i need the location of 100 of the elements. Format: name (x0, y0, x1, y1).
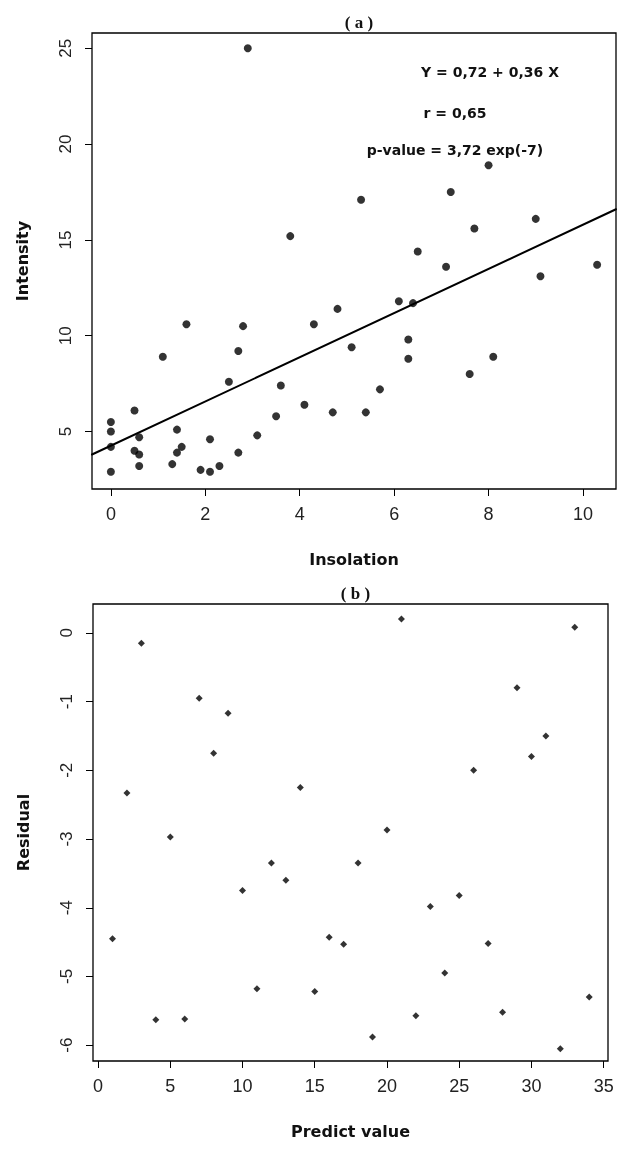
point (135, 450, 144, 459)
y-tick-label: -3 (57, 831, 76, 847)
point (442, 262, 451, 271)
x-tick-label: 0 (105, 504, 116, 524)
point (123, 789, 131, 797)
point (455, 891, 463, 899)
x-tick-label: 4 (294, 504, 305, 524)
point (328, 408, 337, 417)
y-tick-label: -6 (57, 1037, 76, 1053)
x-tick-label: 15 (304, 1076, 325, 1096)
x-tick-label: 0 (93, 1076, 104, 1096)
point (465, 370, 474, 379)
point (135, 462, 144, 471)
point (375, 385, 384, 394)
point (369, 1033, 377, 1041)
point (383, 826, 391, 834)
point (109, 935, 116, 943)
point (215, 462, 224, 471)
point (404, 335, 413, 344)
point (309, 320, 318, 329)
point (404, 354, 413, 363)
x-tick-label: 20 (376, 1076, 397, 1096)
point (206, 435, 215, 444)
point (172, 448, 181, 457)
point (527, 753, 535, 761)
x-tick-label: 10 (232, 1076, 253, 1096)
point (106, 467, 115, 476)
point (593, 260, 602, 269)
chart-title: ( b ) (340, 584, 371, 603)
point (426, 902, 434, 910)
point (536, 272, 545, 281)
y-tick-label: 20 (56, 134, 75, 154)
point (585, 993, 593, 1001)
point (166, 833, 174, 841)
point (234, 448, 243, 457)
point (311, 988, 319, 996)
point (239, 887, 247, 895)
y-tick-label: 10 (56, 326, 75, 346)
x-tick-label: 5 (165, 1076, 176, 1096)
y-tick-label: -2 (57, 762, 76, 778)
y-tick-label: 25 (56, 38, 75, 58)
point (239, 322, 248, 331)
x-tick-label: 8 (483, 504, 494, 524)
point (484, 939, 492, 947)
point (177, 442, 186, 451)
point (253, 985, 261, 993)
point (412, 1012, 420, 1020)
point (470, 766, 478, 774)
point (106, 417, 115, 426)
annotation: Y = 0,72 + 0,36 X (420, 64, 560, 80)
annotation: p-value = 3,72 exp(-7) (366, 142, 544, 158)
point (300, 400, 309, 409)
point (206, 467, 215, 476)
point (354, 859, 362, 867)
point (243, 44, 252, 53)
point (224, 709, 232, 717)
point (542, 732, 550, 740)
point (181, 1015, 189, 1023)
point (282, 876, 290, 884)
y-tick-label: -1 (57, 694, 76, 710)
point (531, 214, 540, 223)
point (325, 933, 333, 941)
point (347, 343, 356, 352)
y-tick-label: -5 (57, 968, 76, 985)
point (484, 161, 493, 170)
point (489, 352, 498, 361)
point (234, 347, 243, 356)
point (210, 749, 218, 757)
point (224, 377, 233, 386)
point (267, 859, 275, 867)
point (441, 969, 449, 977)
y-tick-label: 0 (57, 628, 76, 638)
x-tick-label: 2 (200, 504, 211, 524)
point (272, 412, 281, 421)
y-tick-label: -4 (57, 900, 76, 916)
point (446, 188, 455, 197)
point (276, 381, 285, 390)
point (152, 1016, 160, 1024)
point (296, 783, 304, 791)
point (137, 639, 145, 647)
point (196, 465, 205, 474)
point (361, 408, 370, 417)
point (172, 425, 181, 434)
point (168, 460, 177, 469)
annotation: r = 0,65 (423, 105, 487, 121)
point (357, 195, 366, 204)
x-axis-title: Insolation (309, 549, 399, 569)
point (499, 1008, 507, 1016)
point (394, 297, 403, 306)
point (413, 247, 422, 256)
x-tick-label: 30 (521, 1076, 542, 1096)
point (340, 940, 348, 948)
point (158, 352, 167, 361)
point (556, 1045, 564, 1053)
point (571, 623, 579, 631)
point (135, 433, 144, 442)
x-tick-label: 10 (572, 504, 593, 524)
y-tick-label: 5 (56, 426, 75, 437)
y-axis-title: Residual (13, 793, 33, 872)
point (130, 406, 139, 415)
